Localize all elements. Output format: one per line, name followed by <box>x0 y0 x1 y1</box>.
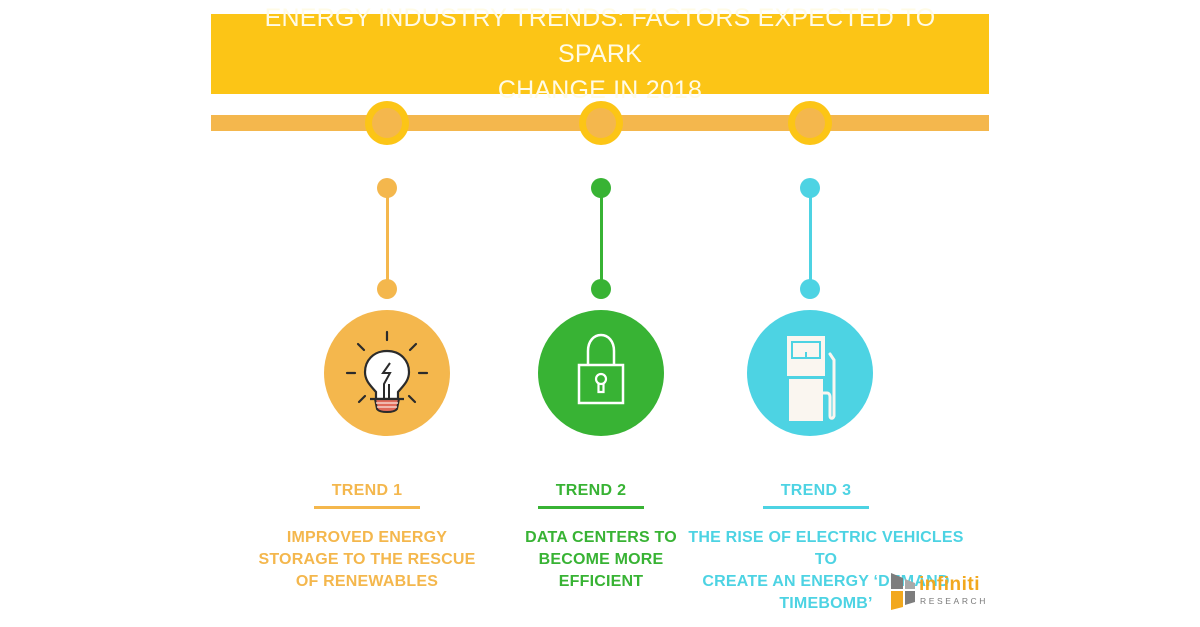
trend-1-underline <box>314 506 420 509</box>
page-title: ENERGY INDUSTRY TRENDS: FACTORS EXPECTED… <box>264 4 936 104</box>
logo-mark-icon <box>891 573 915 610</box>
trend-1-description: IMPROVED ENERGY STORAGE TO THE RESCUE OF… <box>258 529 476 590</box>
trend-2-icon-circle <box>538 310 664 436</box>
timeline-node-3 <box>788 101 832 145</box>
trend-3-underline <box>763 506 869 509</box>
connector-trend-2 <box>591 178 611 299</box>
infiniti-research-logo: infiniti RESEARCH <box>889 571 989 611</box>
padlock-icon <box>577 333 625 405</box>
lightbulb-icon <box>345 330 429 413</box>
trend-3-label: TREND 3 <box>780 482 852 499</box>
connector-trend-3 <box>800 178 820 299</box>
trend-3-description: THE RISE OF ELECTRIC VEHICLES TO CREATE … <box>688 529 964 612</box>
trend-2-label: TREND 2 <box>555 482 627 499</box>
timeline-node-1 <box>365 101 409 145</box>
trend-1-icon-circle <box>324 310 450 436</box>
title-banner: ENERGY INDUSTRY TRENDS: FACTORS EXPECTED… <box>211 4 989 104</box>
trend-3-icon-circle <box>747 310 873 436</box>
trend-2-underline <box>538 506 644 509</box>
connector-trend-1 <box>377 178 397 299</box>
fuel-pump-icon <box>787 336 836 421</box>
timeline-node-2 <box>579 101 623 145</box>
trend-2-description: DATA CENTERS TO BECOME MORE EFFICIENT <box>525 529 677 590</box>
trend-1-label: TREND 1 <box>331 482 403 499</box>
